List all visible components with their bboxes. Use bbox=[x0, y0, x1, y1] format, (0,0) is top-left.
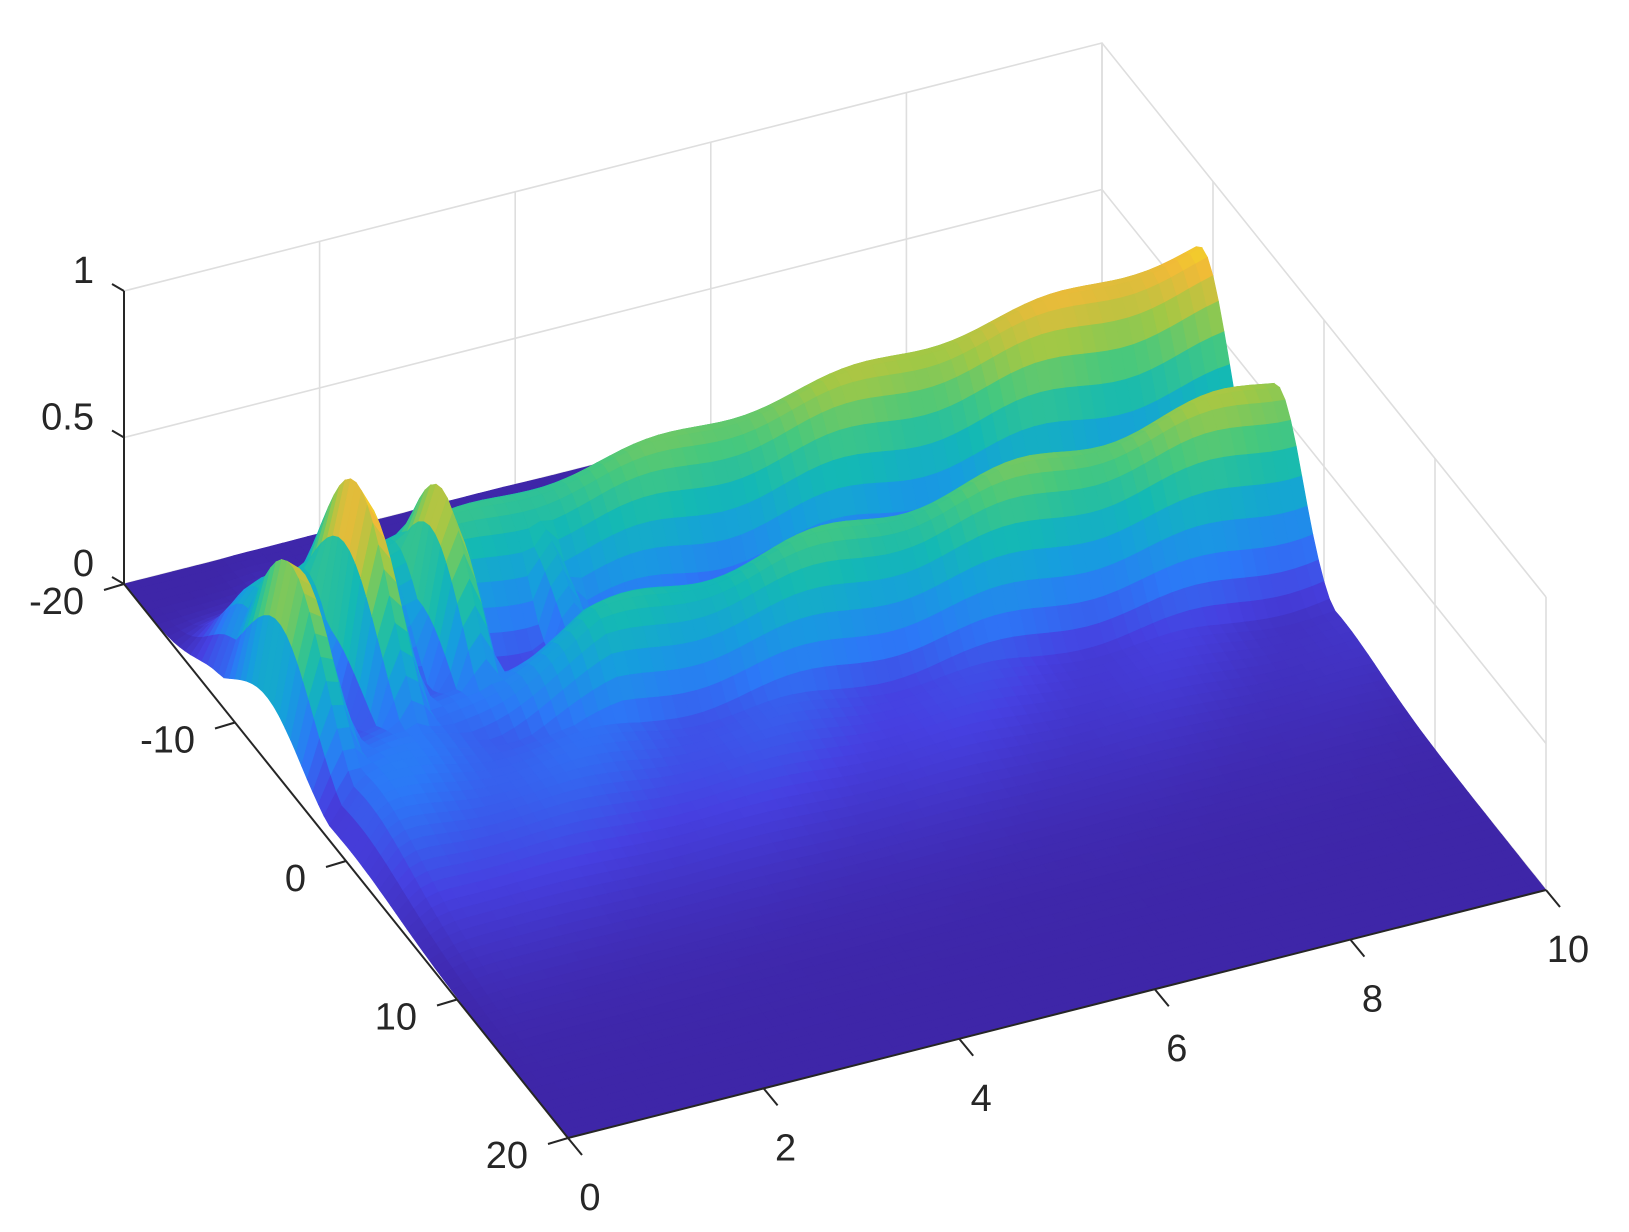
surface-plot bbox=[123, 246, 1547, 1139]
